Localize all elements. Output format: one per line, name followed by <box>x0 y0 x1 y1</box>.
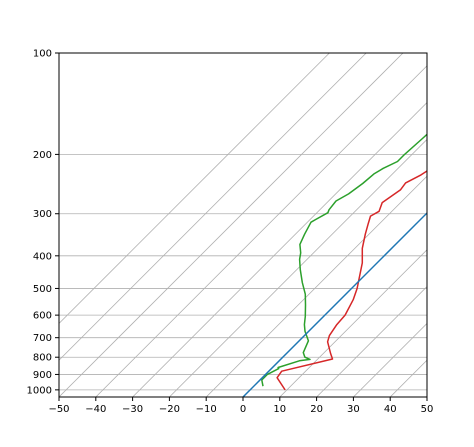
isotherm-line <box>205 175 427 397</box>
sounding-lines <box>242 133 427 397</box>
isotherm-line <box>316 286 427 397</box>
isotherm-line <box>59 53 367 361</box>
x-axis: −50 −40 −30 −20 −10 0 10 20 30 40 50 <box>48 397 433 415</box>
y-tick-label: 1000 <box>27 385 52 396</box>
plot-frame <box>58 52 428 398</box>
isotherm-line <box>426 396 427 397</box>
y-axis: 100 200 300 400 500 600 700 800 900 1000 <box>27 49 59 396</box>
x-tick-label: 30 <box>347 404 360 415</box>
x-tick-label: −10 <box>196 404 217 415</box>
isotherm-line <box>464 53 474 397</box>
x-tick-label: 0 <box>240 404 246 415</box>
isotherm-line <box>59 53 330 324</box>
x-tick-label: −20 <box>159 404 180 415</box>
y-tick-label: 900 <box>33 370 52 381</box>
x-tick-label: −30 <box>122 404 143 415</box>
x-tick-label: 40 <box>384 404 397 415</box>
isotherm-line <box>95 65 427 397</box>
isotherm-line <box>389 359 427 397</box>
y-tick-label: 800 <box>33 353 52 364</box>
isotherm-line <box>279 249 427 397</box>
y-tick-label: 600 <box>33 311 52 322</box>
y-tick-label: 400 <box>33 251 52 262</box>
skewed-isotherms <box>59 53 474 397</box>
y-tick-label: 300 <box>33 209 52 220</box>
x-tick-label: −50 <box>48 404 69 415</box>
x-tick-label: −40 <box>85 404 106 415</box>
pressure-gridlines <box>59 53 427 391</box>
y-tick-label: 100 <box>33 49 52 60</box>
isotherm-line <box>353 322 427 397</box>
y-tick-label: 500 <box>33 284 52 295</box>
series-line-1 <box>261 133 427 387</box>
x-tick-label: 20 <box>310 404 323 415</box>
y-tick-label: 200 <box>33 150 52 161</box>
x-tick-label: 50 <box>421 404 434 415</box>
x-tick-label: 10 <box>273 404 286 415</box>
series-line-0 <box>276 170 427 391</box>
isotherm-line <box>132 102 427 397</box>
isotherm-line <box>59 53 404 397</box>
series-line-2 <box>242 211 427 397</box>
isotherm-line <box>169 138 427 397</box>
y-tick-label: 700 <box>33 333 52 344</box>
